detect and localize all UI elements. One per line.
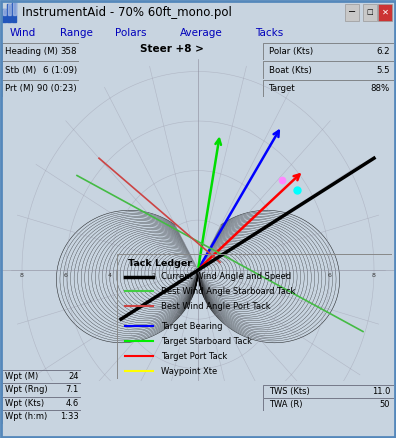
Text: 50: 50: [380, 400, 390, 409]
Text: Wind: Wind: [10, 28, 36, 38]
Text: Heading (M): Heading (M): [5, 47, 58, 56]
Text: Tack Ledger: Tack Ledger: [128, 259, 192, 268]
Text: 2: 2: [240, 273, 244, 278]
Bar: [2, 9, 6, 15]
Text: 24: 24: [68, 372, 79, 381]
Text: 6: 6: [64, 273, 68, 278]
Text: 11.0: 11.0: [372, 387, 390, 396]
Text: 4: 4: [284, 273, 288, 278]
Text: 5.5: 5.5: [377, 66, 390, 74]
Text: Wpt (Rng): Wpt (Rng): [5, 385, 48, 394]
Text: ✕: ✕: [381, 8, 388, 17]
Text: Prt (M): Prt (M): [5, 84, 34, 93]
Bar: [363, 4, 377, 21]
Text: Target Port Tack: Target Port Tack: [161, 352, 227, 361]
Text: 8: 8: [372, 273, 376, 278]
Text: Target Starboard Tack: Target Starboard Tack: [161, 337, 252, 346]
Text: Current Wind Angle and Speed: Current Wind Angle and Speed: [161, 272, 291, 281]
Text: Target Bearing: Target Bearing: [161, 322, 223, 331]
Bar: [13, 0, 15, 15]
Bar: [12, 0, 16, 22]
Text: Polars: Polars: [115, 28, 147, 38]
Text: Wpt (Kts): Wpt (Kts): [5, 399, 44, 408]
Text: 7.1: 7.1: [66, 385, 79, 394]
Text: Polar (Kts): Polar (Kts): [268, 47, 313, 56]
Text: 6: 6: [328, 273, 332, 278]
Text: 4: 4: [108, 273, 112, 278]
Text: □: □: [367, 9, 373, 15]
Text: Wpt (M): Wpt (M): [5, 372, 38, 381]
Text: Stb (M): Stb (M): [5, 66, 36, 74]
Bar: [8, 4, 11, 15]
Text: 358: 358: [60, 47, 77, 56]
Text: 6.2: 6.2: [377, 47, 390, 56]
Text: Tacks: Tacks: [255, 28, 283, 38]
Text: Best Wind Angle Port Tack: Best Wind Angle Port Tack: [161, 302, 270, 311]
Text: Range: Range: [60, 28, 93, 38]
Text: 90 (0:23): 90 (0:23): [37, 84, 77, 93]
Text: Average: Average: [180, 28, 223, 38]
Text: Waypoint Xte: Waypoint Xte: [161, 367, 217, 376]
Bar: [378, 4, 392, 21]
Text: 1:33: 1:33: [60, 413, 79, 421]
Text: Best Wind Angle Starboard Tack: Best Wind Angle Starboard Tack: [161, 287, 295, 296]
Bar: [345, 4, 359, 21]
Text: Steer +8 >: Steer +8 >: [140, 44, 204, 54]
Text: 8: 8: [20, 273, 24, 278]
Text: −: −: [348, 7, 356, 17]
Text: TWS (Kts): TWS (Kts): [268, 387, 309, 396]
Text: 6 (1:09): 6 (1:09): [43, 66, 77, 74]
Text: 88%: 88%: [371, 84, 390, 93]
Text: 2: 2: [152, 273, 156, 278]
Bar: [7, 4, 11, 22]
Text: Boat (Kts): Boat (Kts): [268, 66, 311, 74]
Text: TWA (R): TWA (R): [268, 400, 302, 409]
Bar: [2, 9, 6, 22]
Text: Wpt (h:m): Wpt (h:m): [5, 413, 48, 421]
Text: Target: Target: [268, 84, 295, 93]
Text: InstrumentAid - 70% 60ft_mono.pol: InstrumentAid - 70% 60ft_mono.pol: [22, 6, 232, 19]
Text: 4.6: 4.6: [66, 399, 79, 408]
